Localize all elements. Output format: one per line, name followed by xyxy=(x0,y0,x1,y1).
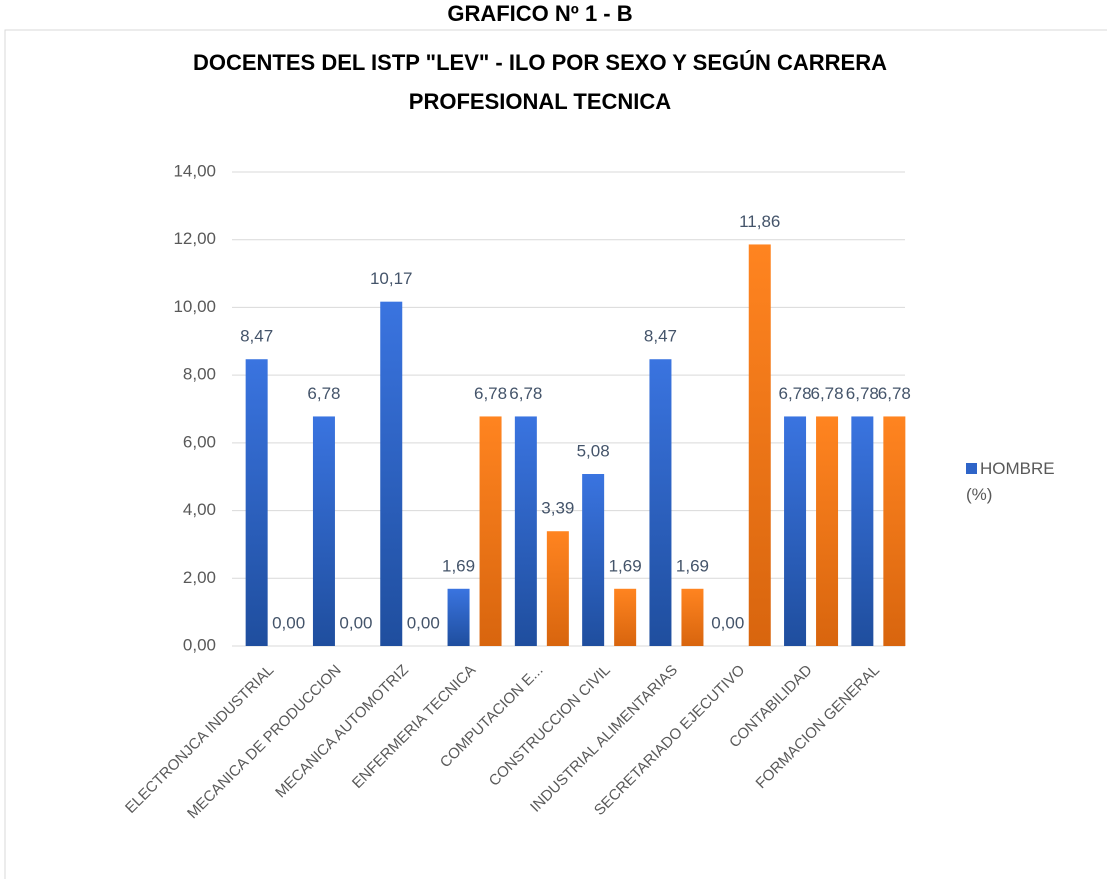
chart-title: GRAFICO Nº 1 - B xyxy=(447,1,632,26)
bar xyxy=(851,416,874,646)
data-label: 0,00 xyxy=(711,613,744,632)
data-label: 1,69 xyxy=(676,556,709,575)
data-label: 6,78 xyxy=(846,384,879,403)
data-label: 6,78 xyxy=(509,384,542,403)
bar xyxy=(784,416,807,646)
legend: HOMBRE (%) xyxy=(966,456,1076,508)
legend-item: HOMBRE (%) xyxy=(966,456,1076,508)
data-label: 1,69 xyxy=(609,556,642,575)
data-label: 0,00 xyxy=(407,613,440,632)
data-label: 6,78 xyxy=(474,384,507,403)
chart-title: DOCENTES DEL ISTP "LEV" - ILO POR SEXO Y… xyxy=(193,50,887,75)
bar xyxy=(514,416,537,646)
x-tick-label: CONSTRUCCION CIVIL xyxy=(486,662,614,790)
y-tick-label: 8,00 xyxy=(183,365,216,384)
bar xyxy=(582,474,605,646)
y-tick-label: 0,00 xyxy=(183,635,216,654)
bar xyxy=(681,588,704,646)
x-tick-label: SECRETARIADO EJECUTIVO xyxy=(591,662,748,819)
data-label: 5,08 xyxy=(577,441,610,460)
data-label: 0,00 xyxy=(339,613,372,632)
bar xyxy=(245,359,268,646)
y-tick-label: 10,00 xyxy=(173,297,216,316)
bar xyxy=(614,588,637,646)
chart-border xyxy=(4,29,1107,879)
bar xyxy=(748,244,771,646)
y-tick-label: 12,00 xyxy=(173,229,216,248)
x-tick-label: FORMACION GENERAL xyxy=(753,662,883,792)
data-label: 8,47 xyxy=(240,327,273,346)
x-tick-label: ENFERMERIA TECNICA xyxy=(349,662,479,792)
data-label: 10,17 xyxy=(370,269,413,288)
data-label: 8,47 xyxy=(644,327,677,346)
data-label: 0,00 xyxy=(272,613,305,632)
y-tick-label: 2,00 xyxy=(183,568,216,587)
y-tick-label: 6,00 xyxy=(183,432,216,451)
y-tick-label: 14,00 xyxy=(173,161,216,180)
data-label: 6,78 xyxy=(811,384,844,403)
bar xyxy=(816,416,839,646)
x-tick-label: MECANICA AUTOMOTRIZ xyxy=(272,662,412,802)
bar xyxy=(479,416,502,646)
data-label: 6,78 xyxy=(878,384,911,403)
data-label: 11,86 xyxy=(739,212,780,231)
bar xyxy=(380,301,403,646)
chart-title: PROFESIONAL TECNICA xyxy=(409,89,672,114)
bar xyxy=(447,588,470,646)
legend-swatch xyxy=(966,463,977,474)
y-tick-label: 4,00 xyxy=(183,500,216,519)
bar xyxy=(546,531,569,646)
bar xyxy=(883,416,906,646)
data-label: 6,78 xyxy=(779,384,812,403)
legend-label: HOMBRE (%) xyxy=(966,459,1055,504)
bar xyxy=(312,416,335,646)
data-label: 3,39 xyxy=(541,499,574,518)
data-label: 6,78 xyxy=(307,384,340,403)
data-label: 1,69 xyxy=(442,556,475,575)
bar xyxy=(649,359,672,646)
